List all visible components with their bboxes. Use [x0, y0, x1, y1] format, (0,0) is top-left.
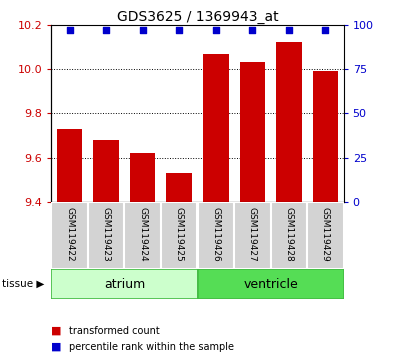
Bar	[307, 202, 344, 269]
Bar	[51, 202, 88, 269]
Bar	[312, 71, 338, 202]
Point	[213, 27, 219, 33]
Bar	[124, 202, 161, 269]
Bar	[93, 140, 119, 202]
Text: GSM119427: GSM119427	[248, 207, 257, 262]
Bar	[51, 269, 198, 299]
Text: ■: ■	[51, 326, 62, 336]
Bar	[166, 173, 192, 202]
Point	[286, 27, 292, 33]
Text: tissue ▶: tissue ▶	[2, 279, 44, 289]
Point	[176, 27, 182, 33]
Point	[322, 27, 329, 33]
Point	[139, 27, 146, 33]
Text: GSM119426: GSM119426	[211, 207, 220, 262]
Text: ventricle: ventricle	[243, 278, 298, 291]
Bar	[203, 53, 229, 202]
Title: GDS3625 / 1369943_at: GDS3625 / 1369943_at	[117, 10, 278, 24]
Text: GSM119424: GSM119424	[138, 207, 147, 262]
Bar	[271, 202, 307, 269]
Bar	[88, 202, 124, 269]
Text: ■: ■	[51, 342, 62, 352]
Point	[249, 27, 256, 33]
Text: percentile rank within the sample: percentile rank within the sample	[69, 342, 234, 352]
Bar	[198, 202, 234, 269]
Text: GSM119422: GSM119422	[65, 207, 74, 262]
Text: GSM119425: GSM119425	[175, 207, 184, 262]
Bar	[198, 269, 344, 299]
Bar	[239, 62, 265, 202]
Text: GSM119428: GSM119428	[284, 207, 293, 262]
Bar	[161, 202, 198, 269]
Text: atrium: atrium	[104, 278, 145, 291]
Bar	[276, 42, 302, 202]
Point	[66, 27, 73, 33]
Text: transformed count: transformed count	[69, 326, 160, 336]
Bar	[130, 153, 156, 202]
Text: GSM119423: GSM119423	[102, 207, 111, 262]
Text: GSM119429: GSM119429	[321, 207, 330, 262]
Bar	[234, 202, 271, 269]
Bar	[57, 129, 83, 202]
Point	[103, 27, 109, 33]
